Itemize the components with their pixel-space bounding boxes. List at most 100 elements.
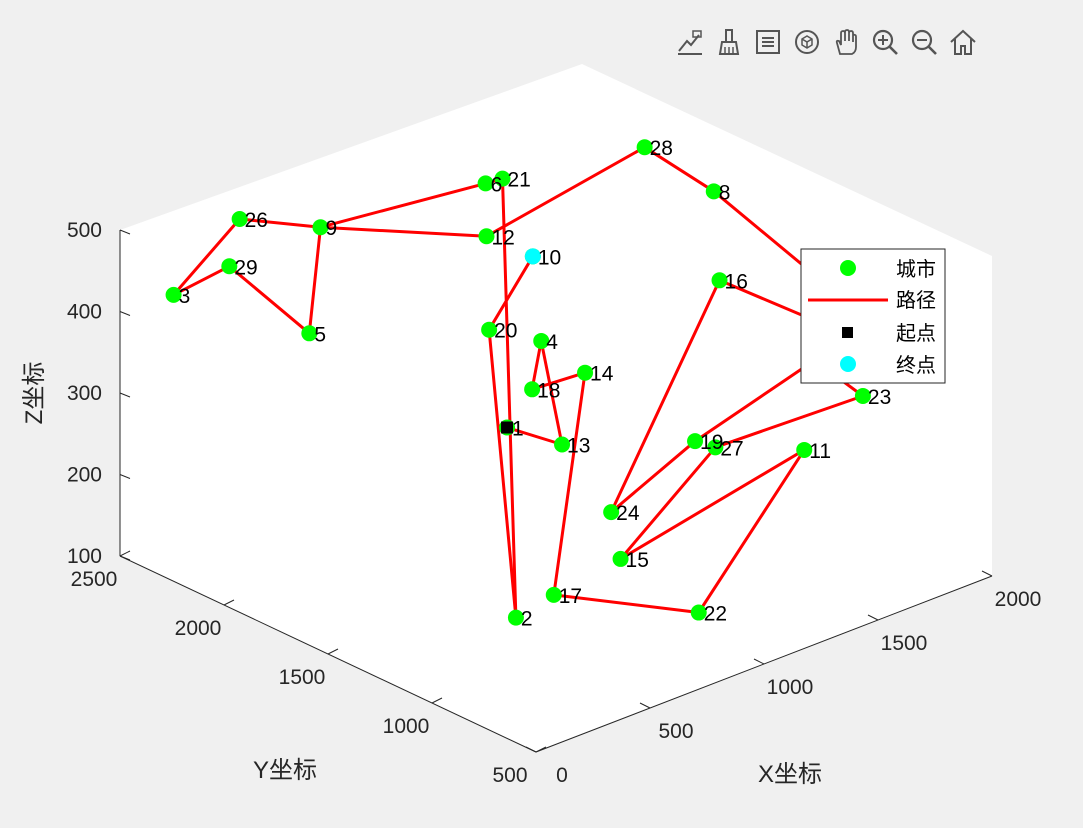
city-label: 27 [720, 437, 743, 460]
city-marker [165, 286, 182, 303]
city-marker [796, 441, 813, 458]
city-label: 13 [567, 434, 590, 457]
home-icon [950, 29, 976, 55]
x-tick-label: 1500 [881, 632, 928, 655]
z-tick-mark [119, 392, 131, 398]
city-label: 22 [704, 603, 727, 626]
zoom-in-icon [872, 29, 898, 55]
legend-end-label: 终点 [896, 353, 936, 377]
city-markers [165, 139, 935, 626]
z-axis-label: Z坐标 [21, 362, 48, 425]
start-marker [501, 421, 514, 434]
city-marker [554, 436, 571, 453]
legend-city-marker [840, 260, 856, 276]
zoom-in-button[interactable] [867, 24, 903, 60]
end-marker [524, 248, 541, 265]
legend-end-marker [840, 356, 856, 372]
z-tick-mark [119, 229, 131, 235]
city-label: 29 [234, 256, 257, 279]
city-marker [494, 170, 511, 187]
city-label: 3 [179, 285, 191, 308]
x-tick-mark [981, 570, 993, 577]
city-marker [636, 139, 653, 156]
legend-box [800, 248, 946, 384]
zoom-out-button[interactable] [906, 24, 942, 60]
x-tick-label: 2000 [995, 588, 1042, 611]
city-label: 4 [546, 331, 558, 354]
legend-city-label: 城市 [896, 257, 936, 281]
y-tick-label: 500 [492, 764, 527, 787]
y-tick-label: 1000 [383, 715, 430, 738]
legend-path-label: 路径 [896, 288, 936, 312]
brush-button[interactable] [711, 24, 747, 60]
city-marker [690, 604, 707, 621]
legend-toggle-icon [756, 30, 780, 54]
legend-start-label: 起点 [896, 321, 936, 345]
legend[interactable]: 城市 路径 起点 终点 [800, 248, 946, 384]
city-label: 18 [537, 379, 560, 402]
city-label: 15 [626, 549, 649, 572]
city-marker [577, 364, 594, 381]
z-tick-mark [119, 311, 131, 316]
city-marker [231, 210, 248, 227]
city-label: 6 [491, 173, 503, 196]
city-label: 23 [868, 386, 891, 409]
route-polyline-west [172, 217, 322, 335]
city-label: 1 [512, 418, 524, 441]
city-marker [221, 258, 238, 275]
city-label: 10 [538, 246, 561, 269]
y-tick-mark [119, 550, 131, 557]
x-tick-label: 0 [556, 764, 568, 787]
city-label: 26 [245, 209, 268, 232]
pan-button[interactable] [828, 24, 864, 60]
city-marker [687, 433, 704, 450]
x-tick-mark [639, 702, 651, 709]
city-label: 20 [494, 320, 517, 343]
city-marker [478, 228, 495, 245]
z-tick-label: 300 [67, 382, 102, 405]
brush-icon [718, 29, 740, 55]
city-label: 17 [559, 585, 582, 608]
rotate-3d-button[interactable] [789, 24, 825, 60]
city-label: 8 [719, 181, 731, 204]
y-tick-mark [327, 648, 339, 655]
x-tick-mark [525, 746, 537, 753]
z-tick-label: 400 [67, 301, 102, 324]
city-marker [481, 321, 498, 338]
legend-toggle-button[interactable] [750, 24, 786, 60]
x-tick-label: 500 [658, 720, 693, 743]
axis-ticks: 0500100015002000500100015002000250010020… [67, 219, 1041, 787]
city-marker [533, 332, 550, 349]
x-axis-label: X坐标 [758, 761, 822, 788]
city-label: 12 [491, 226, 514, 249]
z-tick-mark [119, 555, 131, 561]
city-marker [854, 387, 871, 404]
z-tick-label: 100 [67, 545, 102, 568]
legend-start-marker [842, 327, 853, 338]
y-tick-mark [535, 746, 547, 753]
city-label: 16 [725, 270, 748, 293]
city-label: 2 [521, 608, 533, 631]
y-axis-label: Y坐标 [253, 757, 317, 784]
city-marker [524, 381, 541, 398]
city-marker [705, 183, 722, 200]
city-marker [711, 272, 728, 289]
x-tick-label: 1000 [767, 676, 814, 699]
city-label: 9 [325, 217, 337, 240]
home-button[interactable] [945, 24, 981, 60]
rotate-3d-icon [795, 30, 819, 54]
city-label: 21 [508, 169, 531, 192]
city-marker [507, 609, 524, 626]
data-tip-icon [678, 30, 702, 55]
data-tip-button[interactable] [672, 24, 708, 60]
x-tick-mark [753, 658, 765, 665]
y-tick-mark [431, 697, 443, 704]
city-label: 24 [616, 502, 640, 525]
x-tick-mark [867, 614, 879, 621]
z-tick-label: 500 [67, 219, 102, 242]
city-label: 28 [650, 137, 673, 160]
city-marker [301, 325, 318, 342]
city-label: 19 [700, 431, 723, 454]
